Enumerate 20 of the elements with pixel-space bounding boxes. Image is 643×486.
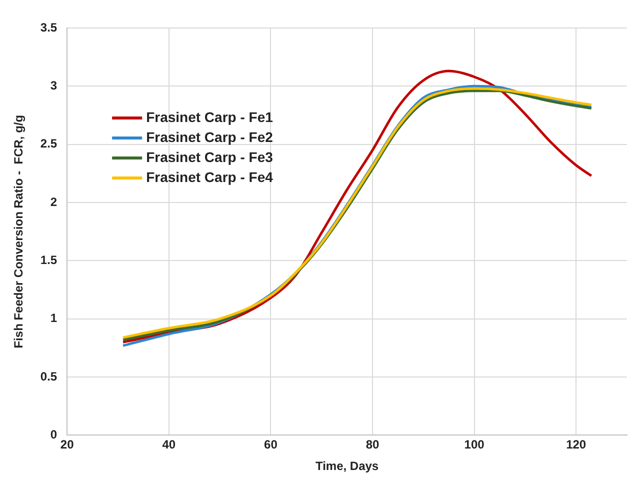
x-tick-label: 120	[566, 438, 586, 452]
y-tick-label: 3.5	[40, 20, 58, 34]
x-tick-label: 100	[464, 438, 485, 452]
y-tick-label: 1	[50, 311, 58, 326]
y-tick-label: 2.5	[40, 136, 58, 151]
x-tick-label: 40	[162, 438, 176, 452]
y-tick-label: 0.5	[40, 369, 58, 384]
legend-label: Frasinet Carp - Fe2	[146, 128, 274, 145]
legend-label: Frasinet Carp - Fe4	[146, 168, 274, 185]
x-tick-label: 80	[366, 438, 380, 452]
legend-label: Frasinet Carp - Fe1	[146, 108, 274, 125]
y-tick-label: 2	[50, 194, 58, 209]
x-tick-label: 60	[264, 438, 278, 452]
y-tick-label: 3	[50, 78, 58, 92]
y-tick-label: 1.5	[40, 253, 58, 267]
x-axis-title: Time, Days	[315, 459, 379, 474]
legend-label: Frasinet Carp - Fe3	[146, 148, 274, 165]
x-tick-label: 20	[60, 438, 74, 452]
y-tick-label: 0	[50, 428, 58, 442]
y-axis-title: Fish Feeder Conversion Ratio - FCR, g/g	[12, 114, 26, 348]
